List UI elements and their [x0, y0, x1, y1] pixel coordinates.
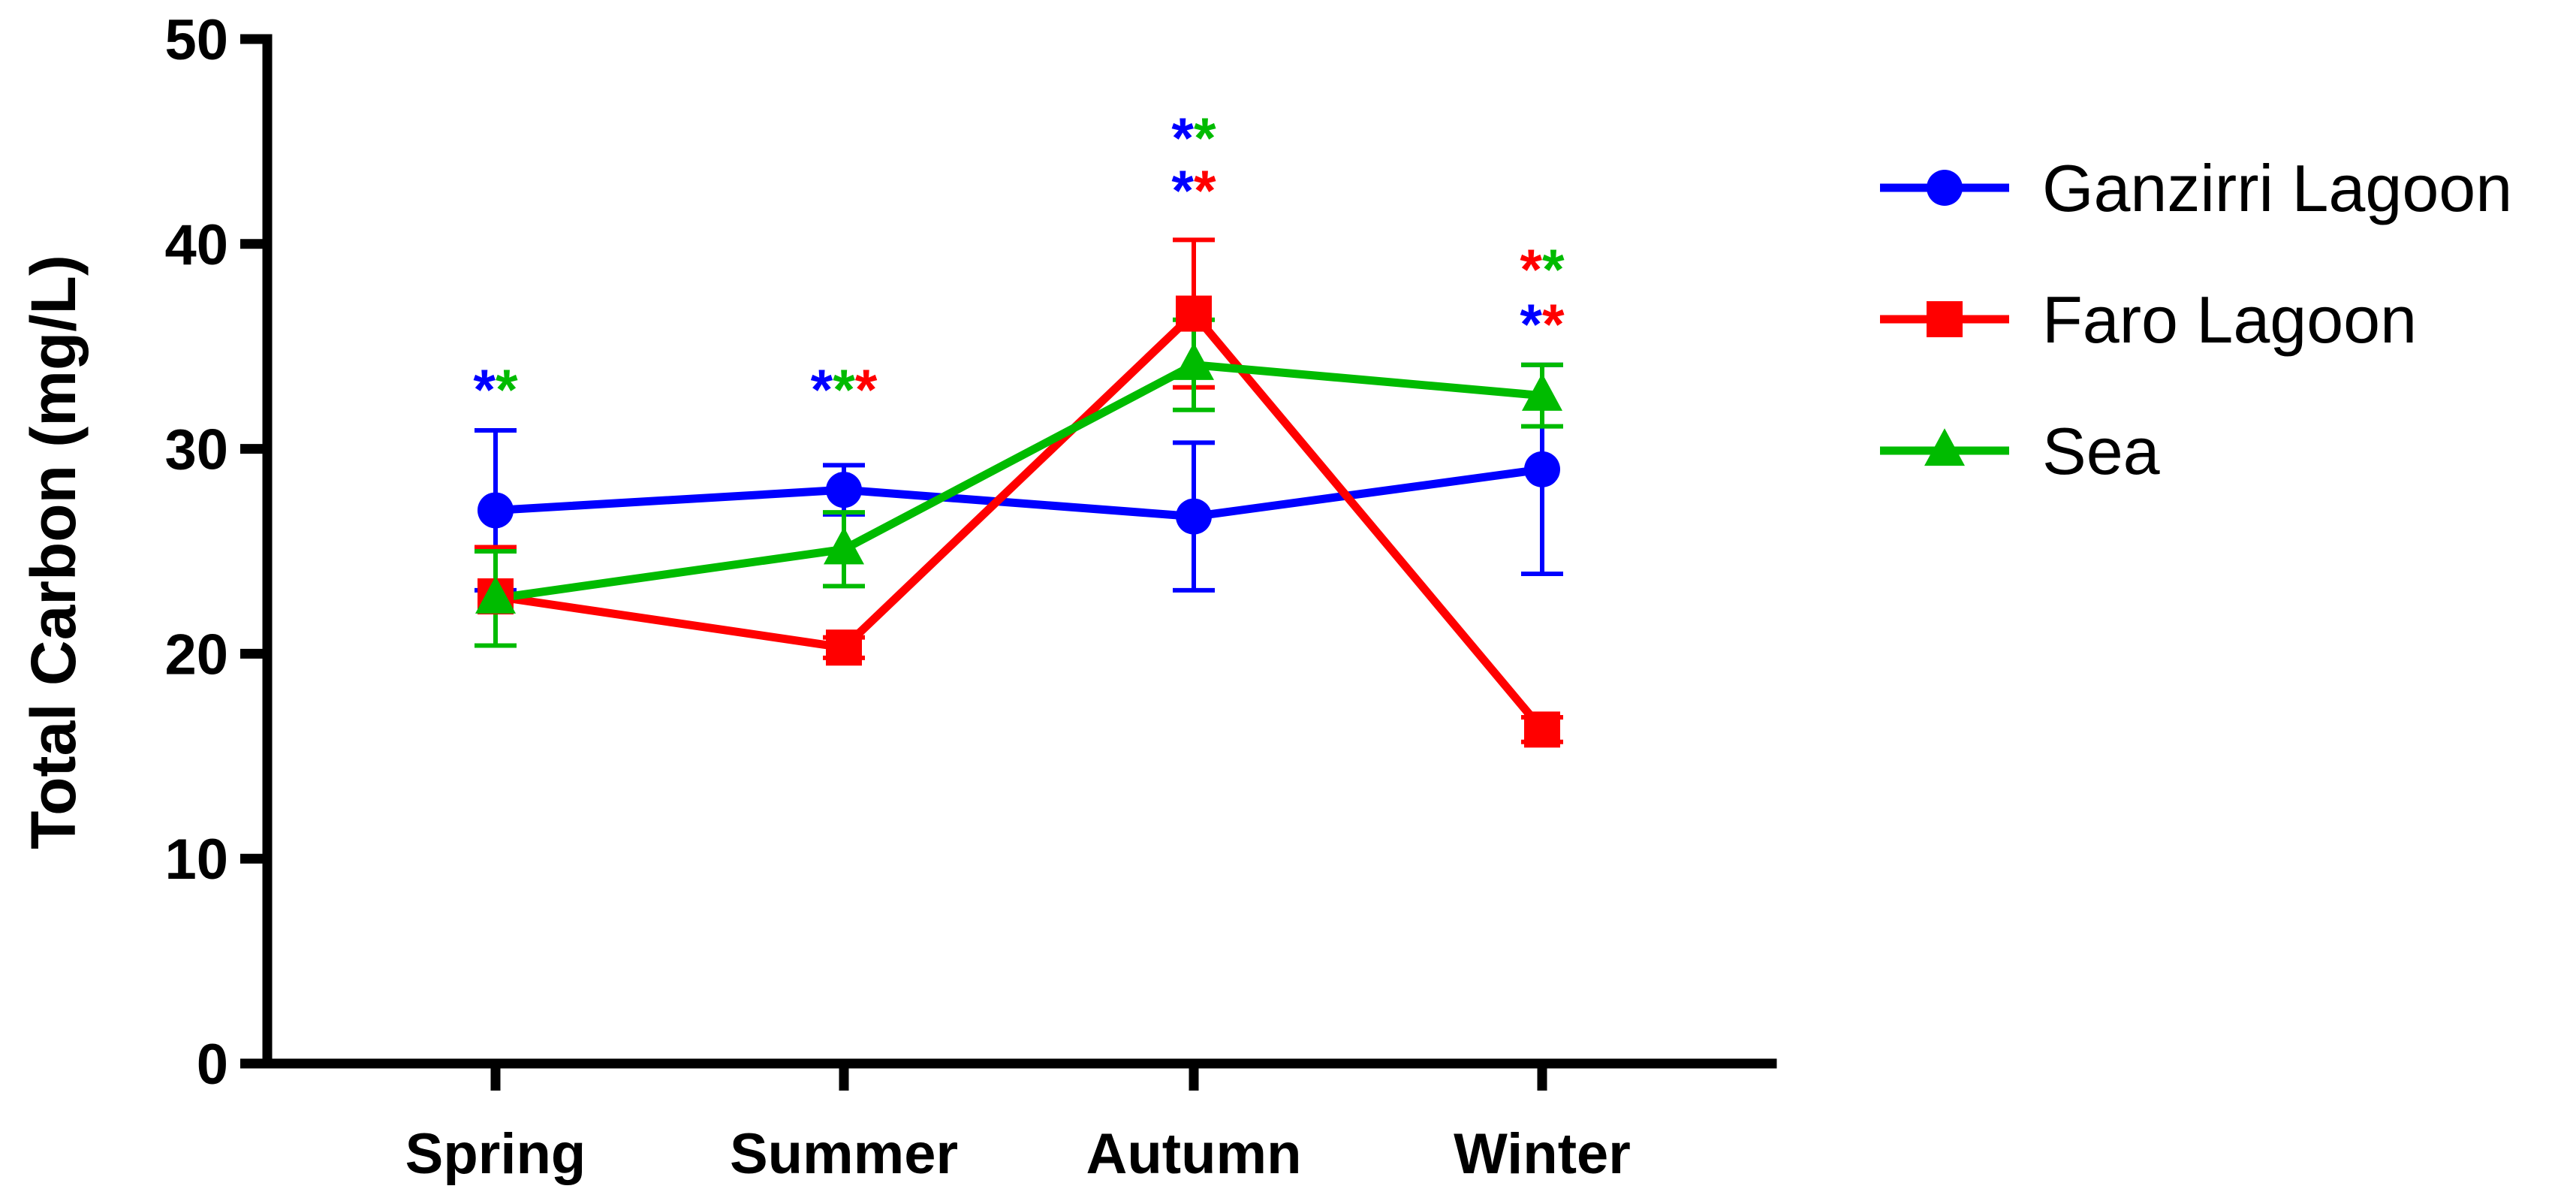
- x-tick-label-winter: Winter: [1454, 1122, 1631, 1186]
- y-tick-label: 30: [164, 418, 228, 482]
- significance-stars: **: [1520, 293, 1565, 357]
- y-tick-label: 10: [164, 828, 228, 892]
- annotation-autumn: ****: [1171, 107, 1216, 223]
- axes: [262, 34, 1777, 1069]
- legend-label-sea: Sea: [2042, 414, 2160, 488]
- significance-star: *: [473, 358, 496, 422]
- point-sea-spring: [475, 575, 516, 614]
- series-line-faro-lagoon: [495, 309, 1546, 732]
- y-tick-label: 20: [164, 623, 228, 686]
- significance-star: *: [1171, 159, 1194, 223]
- x-tick-label-spring: Spring: [405, 1122, 586, 1186]
- y-tick-label: 50: [164, 8, 228, 72]
- significance-star: *: [833, 358, 855, 422]
- legend-label-faro-lagoon: Faro Lagoon: [2042, 282, 2417, 357]
- point-ganzirri-lagoon-summer: [826, 472, 862, 508]
- markers-sea: [475, 342, 1562, 614]
- series-markers: [475, 295, 1562, 748]
- significance-stars: **: [1171, 159, 1216, 223]
- significance-star: *: [1542, 293, 1565, 357]
- y-axis-title: Total Carbon (mg/L): [18, 255, 89, 849]
- series-line-sea: [495, 361, 1543, 603]
- markers-faro-lagoon: [478, 295, 1560, 748]
- significance-annotations: ** ***********: [473, 107, 1565, 422]
- annotation-spring: **: [473, 358, 518, 422]
- significance-stars: **: [1520, 238, 1565, 302]
- significance-stars: **: [1171, 107, 1216, 170]
- point-sea-autumn: [1174, 342, 1214, 380]
- point-faro-lagoon-summer: [826, 629, 862, 666]
- point-ganzirri-lagoon-autumn: [1176, 498, 1212, 535]
- markers-ganzirri-lagoon: [478, 451, 1560, 535]
- x-tick-label-summer: Summer: [730, 1122, 958, 1186]
- x-ticks: Spring Summer Autumn Winter: [405, 1064, 1631, 1186]
- significance-star: *: [1194, 159, 1216, 223]
- point-ganzirri-lagoon-winter: [1524, 451, 1560, 487]
- point-sea-winter: [1522, 373, 1562, 411]
- x-tick-label-autumn: Autumn: [1086, 1122, 1301, 1186]
- legend: Ganzirri Lagoon Faro Lagoon Sea: [1880, 151, 2512, 488]
- significance-star: *: [855, 358, 878, 422]
- significance-star: *: [1520, 238, 1542, 302]
- significance-star: *: [1542, 238, 1565, 302]
- significance-stars: ***: [811, 358, 878, 422]
- point-ganzirri-lagoon-spring: [478, 492, 514, 529]
- legend-item-sea: Sea: [1880, 414, 2160, 488]
- y-tick-label: 40: [164, 213, 228, 277]
- significance-stars: **: [473, 358, 518, 422]
- point-faro-lagoon-winter: [1524, 711, 1560, 748]
- series-lines: [495, 309, 1546, 732]
- significance-star: *: [811, 358, 833, 422]
- significance-star: *: [1171, 107, 1194, 170]
- point-faro-lagoon-autumn: [1176, 295, 1212, 332]
- legend-item-ganzirri-lagoon: Ganzirri Lagoon: [1880, 151, 2512, 225]
- series-line-ganzirri-lagoon: [495, 465, 1543, 521]
- significance-star: *: [1520, 293, 1542, 357]
- legend-marker-ganzirri-lagoon: [1927, 170, 1963, 206]
- y-tick-label: 0: [197, 1033, 228, 1097]
- legend-marker-faro-lagoon: [1927, 301, 1963, 337]
- significance-star: *: [496, 358, 518, 422]
- legend-label-ganzirri-lagoon: Ganzirri Lagoon: [2042, 151, 2512, 225]
- legend-item-faro-lagoon: Faro Lagoon: [1880, 282, 2417, 357]
- legend-marker-sea: [1924, 428, 1965, 466]
- annotation-summer: ***: [811, 358, 878, 422]
- point-sea-summer: [824, 527, 864, 565]
- annotation-winter: ****: [1520, 238, 1565, 357]
- series-layer: [475, 237, 1563, 748]
- significance-star: *: [1194, 107, 1216, 170]
- y-ticks: 0 10 20 30 40 50: [164, 8, 267, 1097]
